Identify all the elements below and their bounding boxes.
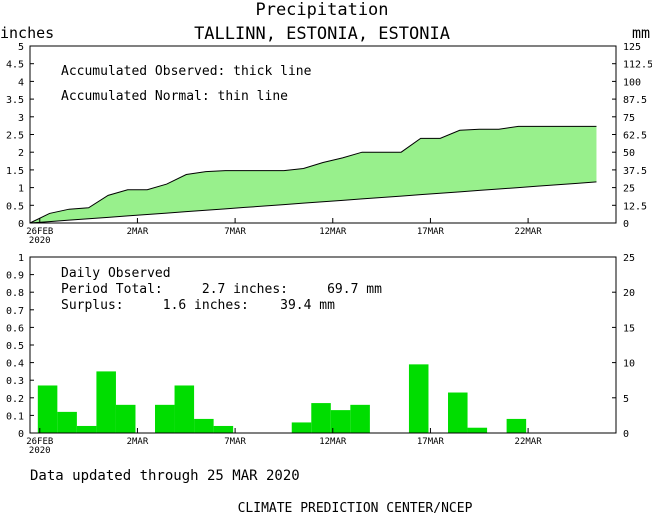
accumulated-left-tick-label: 1: [18, 184, 24, 195]
accumulated-x-tick-label: 17MAR: [417, 227, 445, 237]
accumulated-right-tick-label: 12.5: [623, 201, 647, 212]
daily-x-tick-label: 7MAR: [224, 437, 246, 447]
period-total: Period Total: 2.7 inches: 69.7 mm: [61, 282, 382, 297]
accumulated-x-tick-label: 12MAR: [319, 227, 347, 237]
accumulated-left-tick-label: 3: [18, 113, 24, 124]
accumulated-right-tick-label: 0: [623, 219, 629, 230]
right-unit-label: mm: [632, 24, 650, 42]
daily-bar: [76, 425, 97, 433]
daily-left-tick-label: 0: [18, 429, 24, 440]
daily-right-tick-label: 5: [623, 394, 629, 405]
daily-bar: [174, 385, 195, 433]
daily-x-tick-label: 22MAR: [515, 437, 543, 447]
accumulated-right-tick-label: 50: [623, 148, 635, 159]
accumulated-left-tick-label: 0.5: [6, 201, 24, 212]
accumulated-left-tick-label: 5: [18, 42, 24, 53]
daily-bar: [311, 403, 331, 433]
accumulated-left-tick-label: 0: [18, 219, 24, 230]
daily-right-tick-label: 20: [623, 288, 635, 299]
daily-bar: [467, 427, 488, 433]
accumulated-right-tick-label: 87.5: [623, 95, 647, 106]
daily-left-tick-label: 0.6: [6, 323, 24, 334]
daily-x-tick-label: 26FEB: [26, 437, 53, 447]
accumulated-x-tick-label: 26FEB: [26, 227, 53, 237]
chart-title: Precipitation: [255, 0, 388, 20]
accumulated-observed-line: [29, 125, 597, 224]
daily-right-tick-label: 15: [623, 323, 635, 334]
accumulated-left-tick-label: 1.5: [6, 166, 24, 177]
daily-bar: [350, 404, 370, 433]
daily-bar: [408, 364, 429, 433]
daily-bar: [448, 392, 468, 433]
accumulated-plot-area: 00.511.522.533.544.55012.52537.55062.575…: [6, 42, 652, 246]
daily-x-year-label: 2020: [29, 446, 51, 456]
daily-left-tick-label: 1: [18, 253, 24, 264]
accumulated-x-tick-label: 22MAR: [515, 227, 543, 237]
legend-normal: Accumulated Normal: thin line: [61, 89, 288, 104]
accumulated-left-tick-label: 4.5: [6, 60, 24, 71]
daily-bar: [115, 404, 136, 433]
daily-right-tick-label: 10: [623, 359, 635, 370]
accumulated-normal-line: [29, 181, 597, 224]
surplus: Surplus: 1.6 inches: 39.4 mm: [61, 298, 335, 313]
accumulated-left-tick-label: 2: [18, 148, 24, 159]
accumulated-right-tick-label: 37.5: [623, 166, 647, 177]
daily-panel: 00.10.20.30.40.50.60.70.80.9105101520252…: [6, 253, 635, 456]
accumulated-right-tick-label: 75: [623, 113, 635, 124]
daily-left-tick-label: 0.2: [6, 394, 24, 405]
daily-bar: [194, 418, 214, 433]
daily-left-tick-label: 0.4: [6, 359, 24, 370]
daily-left-tick-label: 0.8: [6, 288, 24, 299]
accumulated-right-tick-label: 62.5: [623, 131, 647, 142]
accumulated-x-year-label: 2020: [29, 236, 51, 246]
daily-x-tick-label: 2MAR: [127, 437, 149, 447]
daily-left-tick-label: 0.7: [6, 306, 24, 317]
accumulated-right-tick-label: 112.5: [623, 60, 652, 71]
daily-x-tick-label: 12MAR: [319, 437, 347, 447]
accumulated-left-tick-label: 2.5: [6, 131, 24, 142]
daily-left-tick-label: 0.3: [6, 376, 24, 387]
accumulated-right-tick-label: 100: [623, 77, 641, 88]
daily-bar: [96, 371, 116, 433]
left-unit-label: inches: [0, 24, 54, 42]
daily-x-tick-label: 17MAR: [417, 437, 445, 447]
daily-left-tick-label: 0.5: [6, 341, 24, 352]
daily-bar: [57, 411, 77, 433]
daily-frame: [29, 256, 617, 434]
chart-location: TALLINN, ESTONIA, ESTONIA: [194, 24, 450, 44]
daily-bar: [291, 422, 312, 433]
accumulated-left-tick-label: 3.5: [6, 95, 24, 106]
credit-line: CLIMATE PREDICTION CENTER/NCEP: [238, 501, 473, 516]
daily-bar: [506, 418, 527, 433]
daily-bar: [330, 410, 351, 433]
accumulated-frame: [29, 45, 617, 224]
daily-bar: [213, 425, 234, 433]
data-updated-note: Data updated through 25 MAR 2020: [30, 468, 300, 484]
daily-right-tick-label: 0: [623, 429, 629, 440]
daily-left-tick-label: 0.1: [6, 411, 24, 422]
legend-observed: Accumulated Observed: thick line: [61, 64, 312, 79]
accumulated-right-tick-label: 25: [623, 184, 635, 195]
accumulated-x-tick-label: 7MAR: [224, 227, 246, 237]
daily-right-tick-label: 25: [623, 253, 635, 264]
daily-title: Daily Observed: [61, 266, 171, 281]
daily-bar: [37, 385, 58, 433]
accumulated-panel: inches mm 00.511.522.533.544.55012.52537…: [0, 24, 652, 246]
daily-left-tick-label: 0.9: [6, 271, 24, 282]
accumulated-left-tick-label: 4: [18, 77, 24, 88]
accumulated-right-tick-label: 125: [623, 42, 641, 53]
daily-plot-area: 00.10.20.30.40.50.60.70.80.9105101520252…: [6, 253, 635, 456]
accumulated-surplus-area: [30, 126, 597, 223]
accumulated-x-tick-label: 2MAR: [127, 227, 149, 237]
daily-bar: [155, 404, 175, 433]
